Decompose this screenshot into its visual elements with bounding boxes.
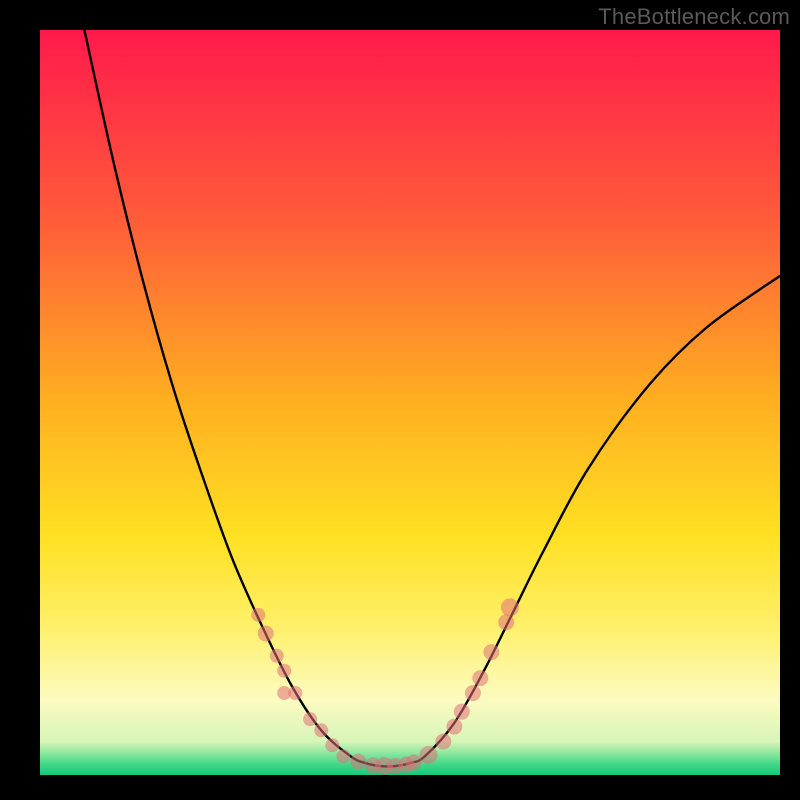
data-point — [258, 625, 274, 641]
watermark-text: TheBottleneck.com — [598, 4, 790, 30]
data-point — [277, 664, 291, 678]
data-point — [303, 712, 317, 726]
plot-svg — [40, 30, 780, 775]
data-point — [435, 733, 451, 749]
plot-area — [40, 30, 780, 775]
data-point — [251, 608, 265, 622]
data-point — [288, 686, 302, 700]
data-point — [446, 719, 462, 735]
data-point — [420, 746, 438, 764]
data-point — [501, 598, 519, 616]
data-point — [406, 754, 422, 770]
data-point — [472, 670, 488, 686]
data-point — [325, 738, 339, 752]
data-point — [465, 685, 481, 701]
data-point — [454, 704, 470, 720]
data-point — [270, 649, 284, 663]
figure-canvas: TheBottleneck.com — [0, 0, 800, 800]
gradient-background — [40, 30, 780, 775]
data-point — [483, 644, 499, 660]
data-point — [336, 749, 350, 763]
data-point — [314, 723, 328, 737]
data-point — [498, 614, 514, 630]
data-point — [350, 754, 366, 770]
